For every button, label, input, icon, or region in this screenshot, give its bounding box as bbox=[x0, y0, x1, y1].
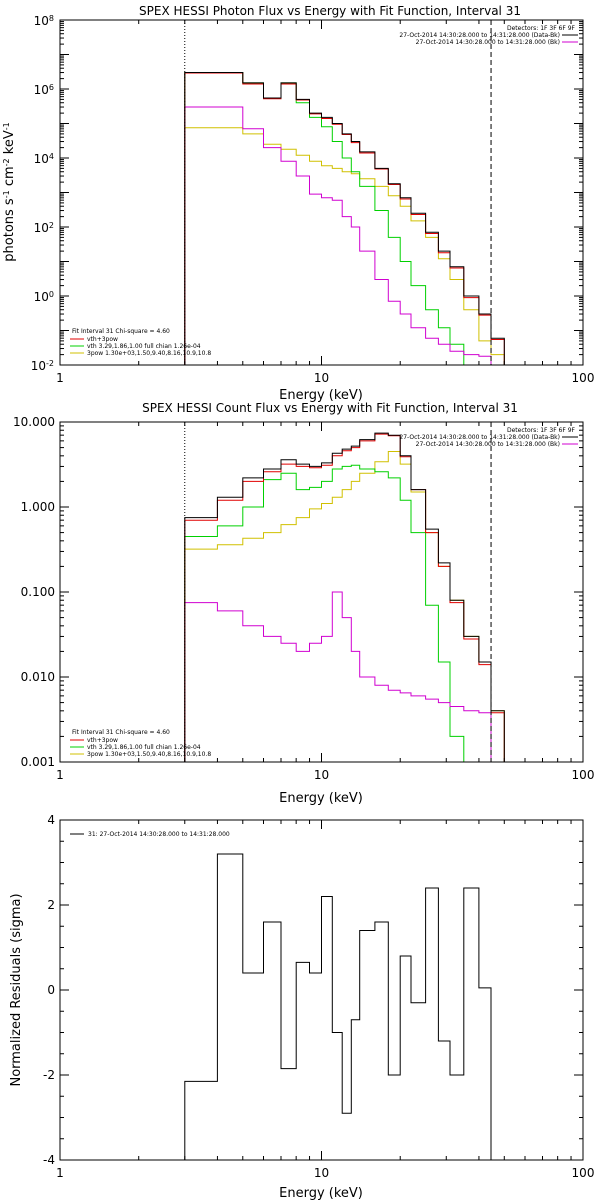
y-tick-label: 100 bbox=[34, 290, 54, 305]
fit-legend-entry: vth+3pow bbox=[87, 336, 118, 343]
y-tick-label: 102 bbox=[34, 221, 54, 236]
series-4-step-line bbox=[184, 591, 492, 762]
x-tick-label: 10 bbox=[314, 371, 329, 385]
x-tick-label: 1 bbox=[56, 768, 64, 782]
legend-entry-text: 27-Oct-2014 14:30:28.000 to 14:31:28.000… bbox=[416, 39, 560, 46]
photon-flux-vlines bbox=[184, 20, 492, 365]
x-tick-label: 1 bbox=[56, 1166, 64, 1180]
photon-flux-legend-top: Detectors: 1F 3F 6F 9F 27-Oct-2014 14:30… bbox=[399, 25, 578, 46]
count-flux-series-group bbox=[184, 432, 505, 762]
y-tick-label: -4 bbox=[43, 1153, 55, 1167]
fit-legend-entry: vth 3.29,1.86,1.00 full chian 1.26e-04 bbox=[87, 343, 201, 350]
y-tick-label: 10-2 bbox=[31, 359, 54, 374]
y-tick-label: 2 bbox=[47, 898, 55, 912]
y-tick-label: 104 bbox=[34, 152, 54, 167]
residuals-y-axis: -4 -2 0 2 4 bbox=[43, 813, 583, 1167]
series-3-step-line bbox=[184, 451, 505, 762]
residuals-legend-text: 31: 27-Oct-2014 14:30:28.000 to 14:31:28… bbox=[88, 831, 230, 838]
count-flux-title: SPEX HESSI Count Flux vs Energy with Fit… bbox=[142, 401, 518, 415]
x-tick-label: 100 bbox=[572, 371, 595, 385]
y-tick-label: 0.001 bbox=[21, 755, 55, 769]
photon-flux-panel: SPEX HESSI Photon Flux vs Energy with Fi… bbox=[2, 4, 595, 403]
count-flux-panel: SPEX HESSI Count Flux vs Energy with Fit… bbox=[13, 401, 594, 806]
x-tick-label: 100 bbox=[572, 768, 595, 782]
photon-flux-title: SPEX HESSI Photon Flux vs Energy with Fi… bbox=[139, 4, 521, 18]
y-tick-label: 106 bbox=[34, 83, 54, 98]
legend-header: Detectors: 1F 3F 6F 9F bbox=[507, 427, 576, 434]
count-flux-x-axis-label: Energy (keV) bbox=[279, 791, 363, 806]
count-flux-x-axis: 1 10 100 bbox=[56, 422, 594, 782]
residuals-x-axis-label: Energy (keV) bbox=[279, 1186, 363, 1200]
residuals-y-axis-label: Normalized Residuals (sigma) bbox=[9, 893, 24, 1086]
residuals-panel: 1 10 100 -4 -2 0 2 4 Energy (keV) Normalized R… bbox=[9, 813, 594, 1201]
fit-legend-entry: vth 3.29,1.86,1.00 full chian 1.26e-04 bbox=[87, 744, 201, 751]
y-tick-label: 1.000 bbox=[21, 500, 55, 514]
legend-entry-text: 27-Oct-2014 14:30:28.000 to 14:31:28.000… bbox=[399, 434, 560, 441]
y-tick-label: 0 bbox=[47, 983, 55, 997]
y-tick-label: 4 bbox=[47, 813, 55, 827]
fit-legend-header: Fit Interval 31 Chi-square = 4.60 bbox=[72, 328, 170, 335]
fit-legend-entry: 3pow 1.30e+03,1.50,9.40,8.16,10.9,10.8 bbox=[87, 350, 211, 357]
photon-flux-y-axis-label: photons s-1 cm-2 keV-1 bbox=[2, 122, 18, 261]
series-2-step-line bbox=[184, 464, 465, 762]
series-1-step-line bbox=[184, 433, 505, 762]
x-tick-label: 100 bbox=[572, 1166, 595, 1180]
legend-entry-text: 27-Oct-2014 14:30:28.000 to 14:31:28.000… bbox=[416, 441, 560, 448]
series-1-step-line bbox=[184, 72, 505, 365]
residuals-series-group bbox=[184, 853, 492, 1160]
photon-flux-y-axis: 10-2 100 102 104 106 108 bbox=[31, 14, 583, 374]
series-0-step-line bbox=[184, 72, 505, 365]
photon-flux-x-axis-label: Energy (keV) bbox=[279, 388, 363, 403]
fit-legend-header: Fit Interval 31 Chi-square = 4.60 bbox=[72, 729, 170, 736]
y-tick-label: 0.100 bbox=[21, 585, 55, 599]
fit-legend-entry: vth+3pow bbox=[87, 737, 118, 744]
photon-flux-series-group bbox=[184, 72, 505, 365]
x-tick-label: 1 bbox=[56, 371, 64, 385]
legend-entry-text: 27-Oct-2014 14:30:28.000 to 14:31:28.000… bbox=[399, 32, 560, 39]
count-flux-legend-top: Detectors: 1F 3F 6F 9F 27-Oct-2014 14:30… bbox=[399, 427, 578, 448]
count-flux-y-axis: 0.001 0.010 0.100 1.000 10.000 bbox=[13, 415, 583, 769]
x-tick-label: 10 bbox=[314, 1166, 329, 1180]
count-flux-vlines bbox=[184, 422, 492, 762]
fit-legend-entry: 3pow 1.30e+03,1.50,9.40,8.16,10.9,10.8 bbox=[87, 751, 211, 758]
residuals-x-axis: 1 10 100 bbox=[56, 820, 594, 1180]
y-tick-label: -2 bbox=[43, 1068, 55, 1082]
photon-flux-legend-bottom: Fit Interval 31 Chi-square = 4.60 vth+3p… bbox=[70, 328, 211, 357]
series-0-step-line bbox=[184, 853, 492, 1160]
photon-flux-plot-frame bbox=[59, 19, 584, 366]
y-tick-label: 0.010 bbox=[21, 670, 55, 684]
residuals-plot-frame bbox=[59, 819, 584, 1161]
x-tick-label: 10 bbox=[314, 768, 329, 782]
legend-header: Detectors: 1F 3F 6F 9F bbox=[507, 25, 576, 32]
photon-flux-x-axis: 1 10 100 bbox=[56, 20, 594, 385]
series-0-step-line bbox=[184, 432, 505, 762]
series-4-step-line bbox=[184, 106, 492, 365]
y-tick-label: 108 bbox=[34, 14, 54, 29]
y-tick-label: 10.000 bbox=[13, 415, 55, 429]
series-3-step-line bbox=[184, 127, 505, 365]
residuals-legend: 31: 27-Oct-2014 14:30:28.000 to 14:31:28… bbox=[70, 831, 230, 838]
count-flux-legend-bottom: Fit Interval 31 Chi-square = 4.60 vth+3p… bbox=[70, 729, 211, 758]
